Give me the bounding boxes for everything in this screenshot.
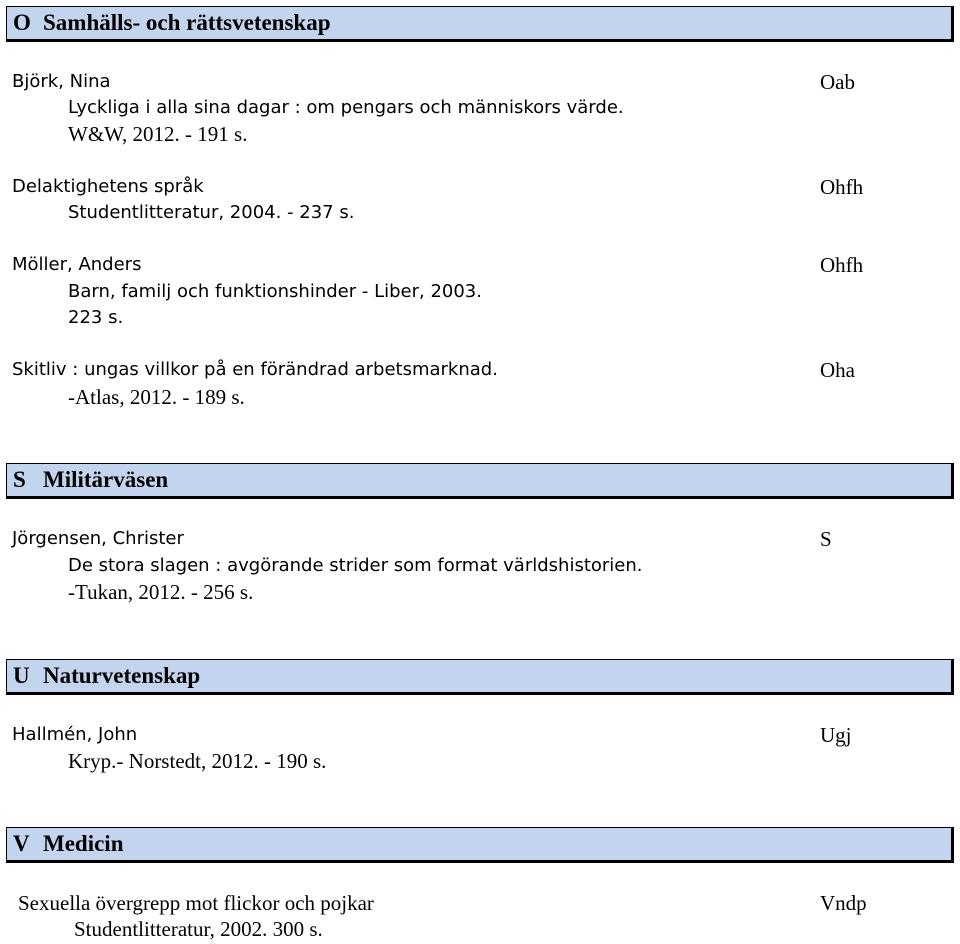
section-header-v: V Medicin [6,827,954,863]
section-header-s: S Militärväsen [6,463,954,499]
entry-line: De stora slagen : avgörande strider som … [68,555,643,576]
entry-line: W&W, 2012. - 191 s. [68,122,248,146]
entry-line: Lyckliga i alla sina dagar : om pengars … [68,97,624,118]
entry-shelf-mark: Oha [820,358,855,382]
section-code: U [13,663,30,688]
entry-line: Barn, familj och funktionshinder - Liber… [68,281,482,302]
section-code: O [13,10,31,35]
entry-shelf-mark: Ohfh [820,253,864,277]
section-title: Samhälls- och rättsvetenskap [43,10,331,35]
entry-author: Delaktighetens språk [12,176,204,197]
entry-author: Skitliv : ungas villkor på en förändrad … [12,359,498,380]
entry-shelf-mark: Oab [820,70,855,94]
entry-line: Studentlitteratur, 2004. - 237 s. [68,202,355,223]
entry-author: Jörgensen, Christer [12,528,184,549]
entry-shelf-mark: S [820,527,832,551]
entry-author: Hallmén, John [12,724,138,745]
entry-line: Kryp.- Norstedt, 2012. - 190 s. [68,749,327,773]
section-title: Naturvetenskap [43,663,201,688]
entry-shelf-mark: Ohfh [820,175,864,199]
section-title: Militärväsen [43,467,169,492]
entry-line: Studentlitteratur, 2002. 300 s. [74,917,323,941]
entry-author: Möller, Anders [12,254,142,275]
entry-line: -Atlas, 2012. - 189 s. [68,385,245,409]
entry-author: Björk, Nina [12,71,111,92]
entry-author: Sexuella övergrepp mot flickor och pojka… [18,891,374,915]
entry-shelf-mark: Ugj [820,723,852,747]
entry-line: 223 s. [68,307,124,328]
section-header-o: O Samhälls- och rättsvetenskap [6,6,954,42]
section-code: S [13,467,26,492]
section-title: Medicin [43,831,124,856]
section-code: V [13,831,30,856]
entry-line: -Tukan, 2012. - 256 s. [68,580,254,604]
entry-shelf-mark: Vndp [820,891,867,915]
section-header-u: U Naturvetenskap [6,659,954,695]
